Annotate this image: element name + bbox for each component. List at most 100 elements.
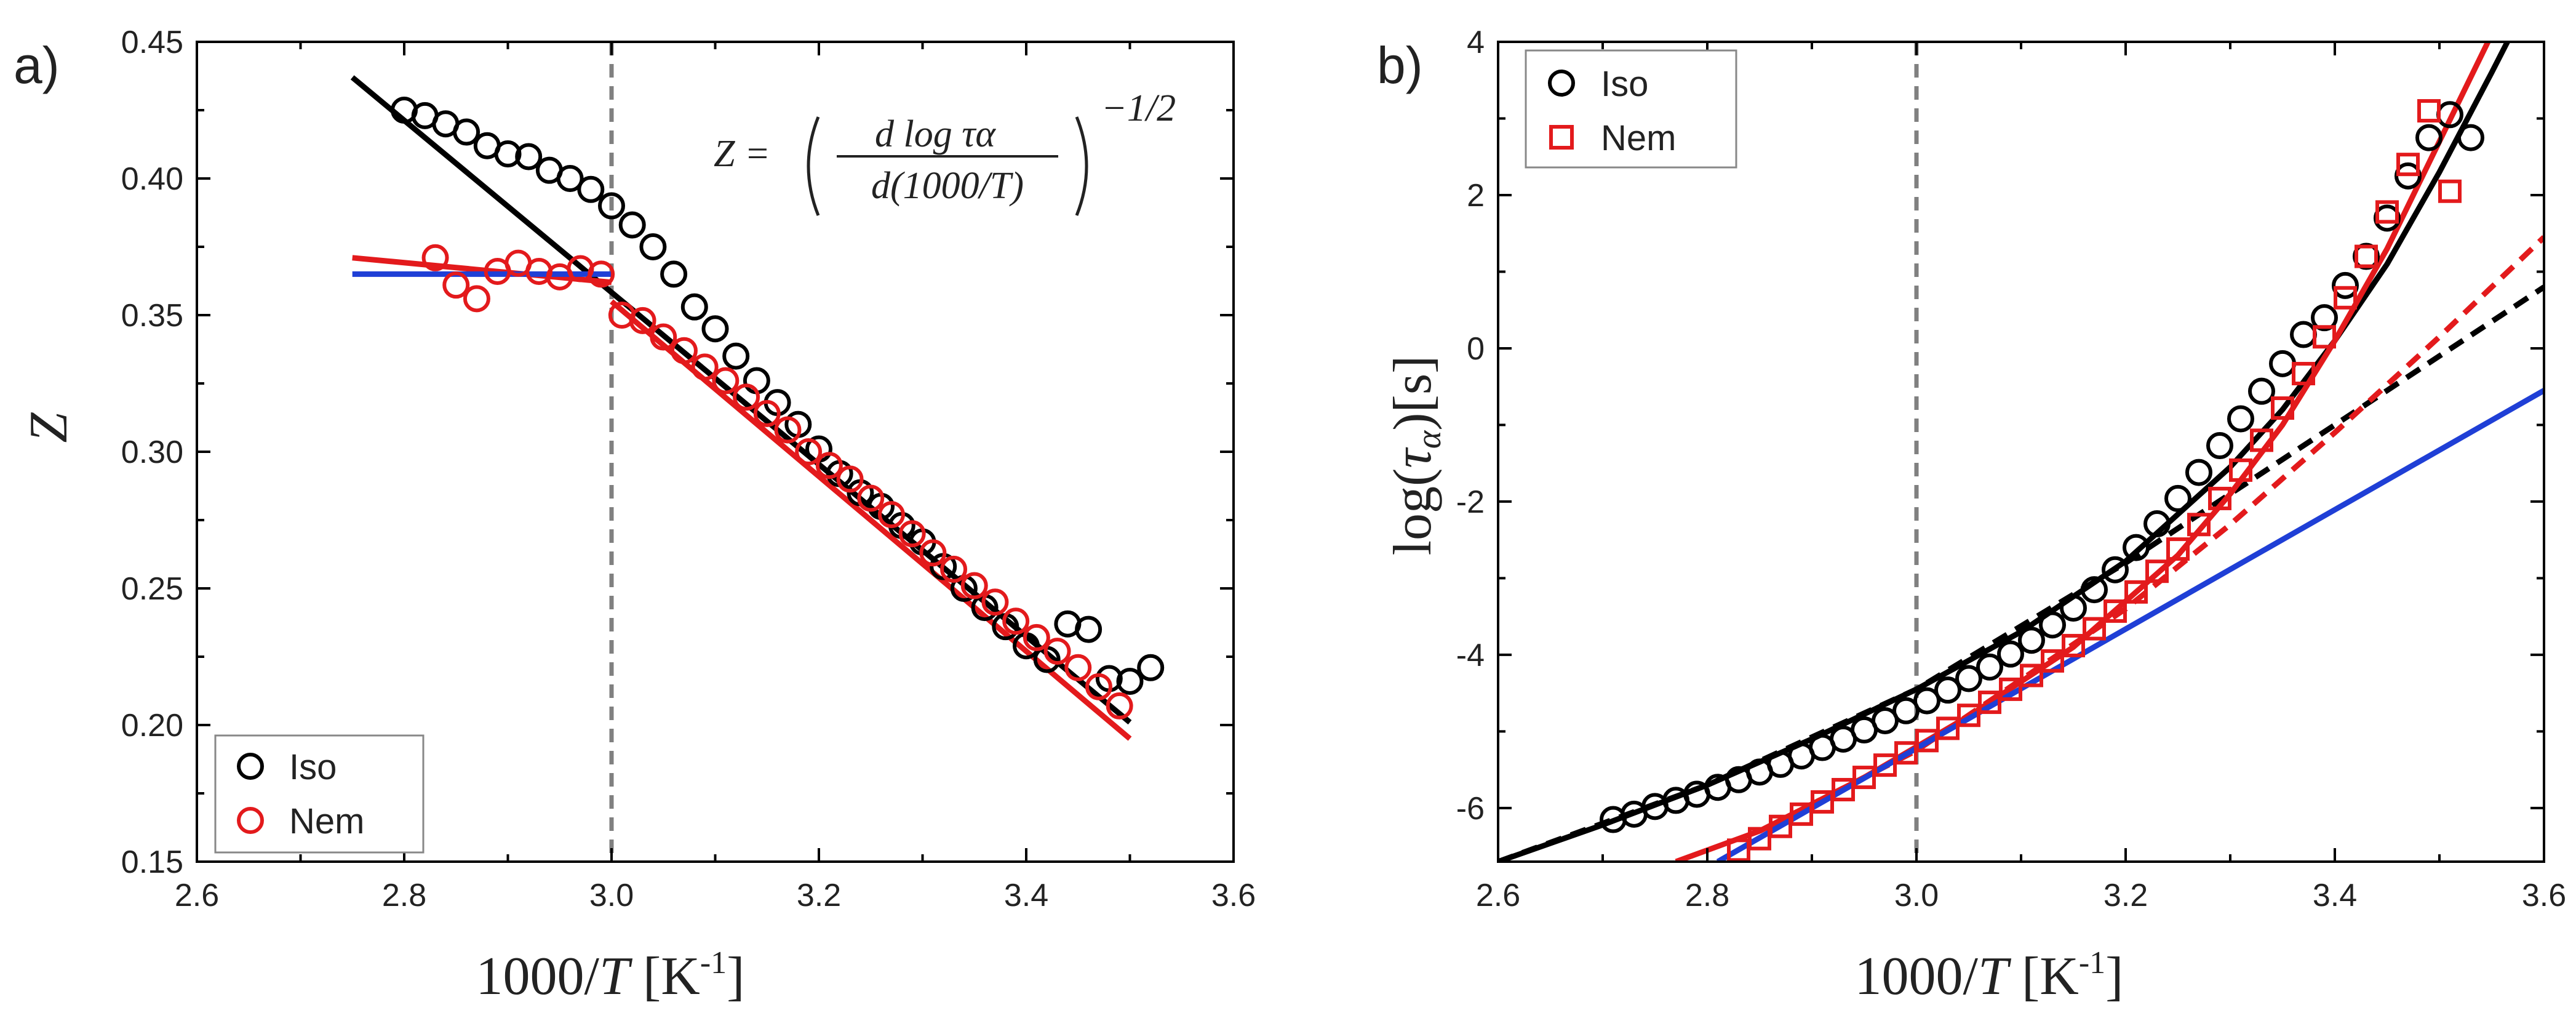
nem-data-point (2396, 153, 2420, 177)
iso-data-point (2123, 534, 2150, 561)
nem-data-point (857, 484, 885, 512)
legend-nem-label: Nem (1601, 118, 1676, 158)
legend-iso-marker (1548, 70, 1575, 97)
iso-data-point (1997, 640, 2024, 668)
iso-data-point (1075, 615, 1103, 643)
iso-data-point (2143, 510, 2171, 538)
panel-a-xlabel-var: T (599, 947, 633, 1006)
nem-data-point (815, 452, 843, 479)
panel-a-x-axis-title: 1000/T [K-1] (476, 945, 745, 1006)
nem-data-point (2229, 458, 2252, 482)
nem-data-point (940, 555, 968, 583)
equation-numerator: d log τα (875, 113, 996, 155)
nem-data-point (753, 399, 781, 427)
iso-data-point (2227, 405, 2254, 433)
iso-data-point (1934, 676, 1961, 704)
nem-data-point (960, 572, 988, 599)
iso-data-point (2081, 576, 2108, 604)
equation-lhs: Z = (714, 133, 770, 175)
nem-data-point (650, 323, 677, 351)
nem-data-point (2187, 513, 2211, 537)
panel-b-xlabel-sup: -1 (2079, 945, 2105, 980)
panel-b-xlabel-pre: 1000/ (1855, 947, 1979, 1006)
iso-data-point (1137, 654, 1165, 681)
panel-b-xlabel-close: ] (2105, 947, 2123, 1006)
x-tick-label: 2.6 (175, 878, 219, 913)
iso-data-point (1116, 667, 1144, 695)
iso-data-point (577, 175, 605, 203)
nem-data-point (588, 260, 615, 288)
equation-open-paren (807, 116, 820, 216)
equation-exponent: −1/2 (1101, 87, 1176, 129)
x-tick-label: 3.0 (1894, 878, 1939, 913)
iso-data-point (1976, 653, 2003, 681)
panel-a-legend: Iso Nem (214, 734, 425, 854)
nem-data-point (733, 383, 760, 411)
legend-iso-label: Iso (289, 747, 337, 787)
y-tick-label: -2 (1456, 484, 1485, 520)
nem-data-point (919, 539, 947, 567)
iso-data-point (556, 165, 584, 192)
nem-data-point (836, 465, 864, 493)
y-tick-label: 0 (1467, 331, 1485, 367)
iso-data-point (680, 293, 708, 321)
nem-data-point (877, 501, 905, 529)
iso-data-point (2039, 611, 2066, 639)
nem-data-point (442, 271, 470, 299)
iso-data-point (2248, 377, 2275, 405)
nem-data-point (1790, 802, 1813, 826)
y-tick-label: 0.35 (121, 298, 183, 334)
iso-data-point (660, 260, 688, 288)
nem-data-point (1023, 623, 1050, 651)
panel-b-ylabel-var: τ (1383, 447, 1443, 468)
nem-data-point (1085, 673, 1112, 700)
iso-data-point (2332, 271, 2359, 299)
iso-data-point (1913, 687, 1940, 715)
iso-data-point (2415, 124, 2442, 151)
nem-data-point (2438, 179, 2462, 203)
nem-data-point (1106, 692, 1133, 719)
nem-data-point (1064, 654, 1092, 681)
x-tick-label: 2.8 (1685, 878, 1729, 913)
nem-data-point (2250, 428, 2273, 452)
fit-line-nem-fit-isotropic-like- (352, 255, 612, 286)
panel-a-equation: Z = d log τα d(1000/T) −1/2 (714, 87, 1176, 216)
nem-data-point (2355, 244, 2378, 268)
nem-data-point (2103, 599, 2127, 623)
iso-data-point (618, 211, 646, 239)
plot-content (1498, 42, 2544, 862)
iso-data-point (1955, 665, 1982, 692)
nem-data-point (1748, 827, 1771, 851)
panel-a-y-axis-title: Z (19, 412, 79, 443)
y-tick-label: -6 (1456, 791, 1485, 827)
iso-data-point (2185, 459, 2212, 486)
nem-data-point (795, 438, 823, 465)
nem-data-point (1999, 677, 2022, 701)
plot-content (350, 42, 1165, 862)
panel-b-xlabel-var: T (1978, 947, 2012, 1006)
nem-data-point (898, 520, 926, 548)
nem-data-point (1769, 814, 1792, 838)
panel-a-xlabel-close: ] (727, 947, 744, 1006)
legend-iso-marker (237, 753, 264, 780)
x-tick-label: 3.0 (589, 878, 634, 913)
equation-close-paren (1075, 116, 1088, 216)
y-tick-label: 0.30 (121, 435, 183, 470)
nem-data-point (1043, 638, 1071, 665)
nem-data-point (2124, 580, 2148, 604)
y-tick-label: 0.45 (121, 25, 183, 60)
nem-data-point (463, 285, 490, 313)
y-tick-label: 0.25 (121, 571, 183, 607)
x-tick-label: 3.4 (2313, 878, 2357, 913)
iso-data-point (598, 192, 625, 220)
panel-b-ylabel-sub: α (1410, 430, 1448, 449)
panel-a-label: a) (14, 36, 60, 94)
nem-data-point (712, 367, 740, 395)
nem-data-point (774, 416, 802, 444)
nem-data-point (1002, 607, 1030, 635)
panel-b-ylabel-pre: log( (1383, 468, 1443, 556)
x-tick-label: 3.2 (2103, 878, 2148, 913)
x-tick-label: 3.4 (1004, 878, 1048, 913)
nem-data-point (1978, 691, 2001, 715)
